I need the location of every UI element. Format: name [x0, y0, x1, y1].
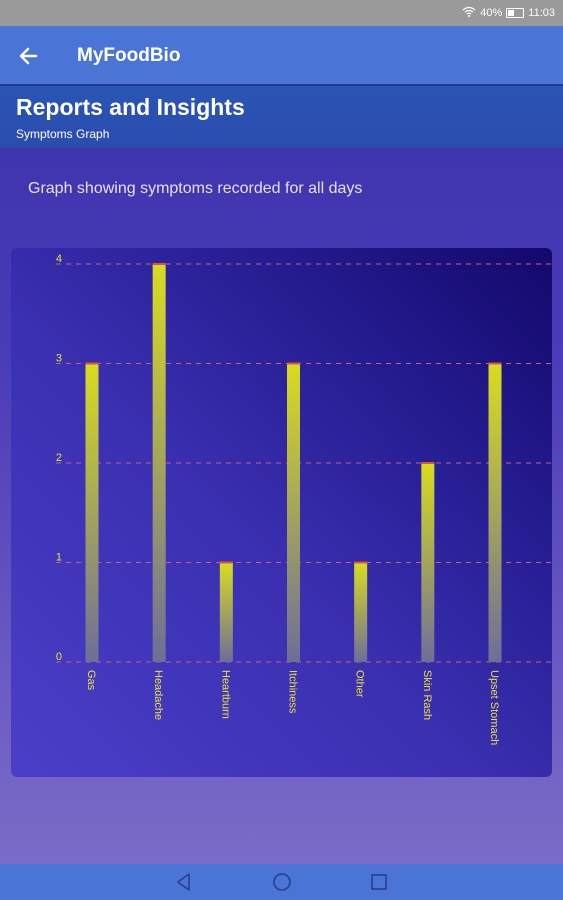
x-tick-label: Heartburn	[219, 670, 231, 719]
x-tick-label: Gas	[85, 670, 97, 691]
y-tick-label: 1	[56, 552, 62, 564]
app-bar: MyFoodBio	[0, 26, 563, 84]
bar-itchiness	[287, 363, 300, 662]
bar-heartburn	[219, 562, 233, 662]
bar-cap	[85, 362, 99, 365]
page-title: Reports and Insights	[16, 94, 245, 120]
app-title: MyFoodBio	[77, 45, 181, 66]
status-icons: 40% 11:03	[462, 6, 555, 20]
bar-cap	[219, 561, 233, 564]
y-tick-label: 3	[56, 353, 62, 365]
battery-icon	[506, 8, 525, 18]
bar-cap	[354, 561, 368, 564]
bar-cap	[152, 263, 166, 265]
wifi-icon	[462, 6, 476, 20]
x-tick-label: Other	[354, 670, 366, 698]
bar-gas	[85, 363, 99, 662]
page-subtitle: Symptoms Graph	[16, 127, 110, 141]
bar-cap	[421, 462, 435, 464]
x-tick-label: Itchiness	[287, 670, 299, 714]
battery-percent: 40%	[480, 7, 503, 19]
system-nav-bar	[0, 864, 563, 900]
page-header: Reports and Insights Symptoms Graph	[0, 84, 563, 148]
bar-headache	[152, 264, 166, 662]
nav-home-icon[interactable]	[270, 870, 294, 894]
graph-description: Graph showing symptoms recorded for all …	[28, 180, 363, 197]
y-tick-label: 4	[56, 253, 62, 265]
bar-other	[354, 562, 368, 662]
back-arrow-icon[interactable]	[14, 41, 44, 71]
nav-recents-icon[interactable]	[367, 870, 391, 894]
bar-skin-rash	[421, 463, 435, 662]
clock: 11:03	[528, 7, 555, 19]
x-tick-label: Headache	[152, 670, 164, 720]
x-tick-label: Skin Rash	[421, 670, 433, 720]
y-tick-label: 2	[56, 452, 62, 464]
bar-upset-stomach	[488, 363, 502, 662]
status-bar: 40% 11:03	[0, 0, 563, 26]
symptoms-bar-chart: 0 1 2 3 4 Gas Headache Heartburn Itchiness Other S…	[56, 253, 552, 745]
x-tick-label: Upset Stomach	[488, 670, 500, 745]
symptoms-chart-card: 0 1 2 3 4 Gas Headache Heartburn Itchiness Other S…	[11, 248, 552, 777]
bar-cap	[488, 362, 502, 365]
y-tick-label: 0	[56, 651, 62, 663]
bar-cap	[287, 362, 300, 365]
nav-back-icon[interactable]	[172, 870, 196, 894]
